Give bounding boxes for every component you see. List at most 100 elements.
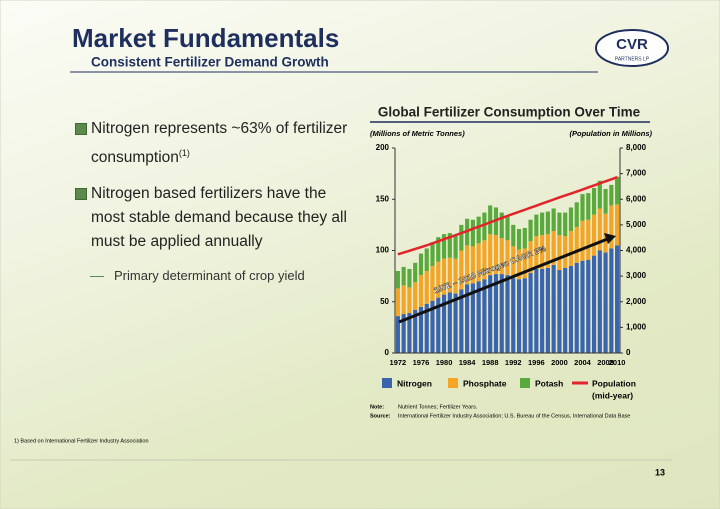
chart-title: Global Fertilizer Consumption Over Time — [378, 105, 641, 120]
bar — [551, 208, 556, 232]
bar — [586, 193, 591, 220]
bar — [603, 213, 608, 253]
y2-tick-label: 4,000 — [626, 246, 647, 255]
legend-label: Phosphate — [463, 378, 507, 388]
bar — [459, 289, 464, 353]
legend-swatch — [448, 378, 458, 388]
legend-label: Nitrogen — [397, 378, 432, 388]
bar — [505, 275, 510, 353]
bar — [441, 258, 447, 295]
bar — [557, 235, 562, 270]
bar — [430, 242, 435, 266]
bar — [574, 202, 579, 227]
x-tick-label: 1972 — [390, 358, 407, 367]
bar — [436, 261, 441, 298]
bar — [609, 184, 614, 206]
bar — [470, 246, 475, 284]
bar — [568, 207, 574, 232]
y2-tick-label: 1,000 — [626, 322, 647, 331]
bar — [430, 300, 435, 353]
bar — [516, 228, 522, 250]
bar — [401, 266, 406, 286]
bar — [597, 180, 602, 209]
bar — [418, 275, 424, 307]
bar — [615, 204, 620, 246]
bar — [482, 279, 487, 353]
bar — [580, 260, 585, 353]
bar — [395, 316, 400, 353]
bar — [563, 267, 568, 353]
y-tick-label: 100 — [376, 246, 390, 255]
legend-note: (mid-year) — [592, 390, 633, 400]
bar — [488, 234, 493, 276]
logo-name: CVR — [616, 36, 648, 53]
sub-bullet: Primary determinant of crop yield — [90, 268, 305, 283]
bar — [516, 279, 522, 353]
bar — [436, 297, 441, 353]
bar — [407, 287, 412, 314]
bar — [540, 268, 545, 353]
bar — [447, 292, 452, 353]
bar — [488, 275, 493, 353]
bar — [453, 258, 458, 294]
y2-tick-label: 6,000 — [626, 194, 647, 203]
bar — [568, 231, 574, 266]
bar — [545, 267, 550, 353]
x-tick-label: 2004 — [574, 358, 592, 367]
note-label: Note: — [370, 404, 384, 410]
bar — [580, 220, 585, 261]
x-tick-label: 2000 — [551, 358, 568, 367]
bar — [580, 194, 585, 221]
x-tick-label: 1984 — [459, 358, 477, 367]
y-tick-label: 50 — [380, 297, 389, 306]
bar — [499, 238, 504, 275]
bar — [493, 235, 499, 275]
bar — [528, 219, 533, 242]
bullet: Nitrogen represents ~63% of fertilizer c… — [75, 117, 361, 170]
bar — [430, 265, 435, 301]
cagr-arrow — [398, 236, 611, 324]
bar — [528, 241, 533, 274]
legend-swatch — [520, 378, 530, 388]
y2-tick-label: 3,000 — [626, 271, 647, 280]
bar — [591, 187, 597, 215]
x-tick-label: 1988 — [482, 358, 499, 367]
bar — [516, 249, 522, 280]
bar — [505, 240, 510, 276]
bar — [534, 236, 539, 269]
bar — [597, 250, 602, 353]
bar — [424, 248, 429, 271]
bar — [603, 252, 608, 353]
bar — [476, 243, 481, 282]
bar — [563, 236, 568, 268]
bar — [609, 248, 614, 353]
bullet-sup: (1) — [178, 148, 190, 158]
bar — [568, 265, 574, 353]
y2-axis-label: (Population in Millions) — [570, 129, 653, 138]
bar — [511, 224, 516, 247]
bar — [534, 214, 539, 237]
note-text: Nutrient Tonnes; Fertilizer Years. — [398, 404, 478, 410]
bar — [591, 214, 597, 256]
x-tick-label: 1976 — [413, 358, 430, 367]
bar — [615, 176, 620, 205]
bar — [591, 255, 597, 353]
bar — [574, 262, 579, 353]
bullet-text: Nitrogen represents ~63% of fertilizer c… — [91, 120, 348, 167]
bar — [522, 227, 527, 249]
bar — [603, 189, 608, 214]
bar — [413, 309, 418, 353]
slide-subtitle: Consistent Fertilizer Demand Growth — [91, 55, 329, 70]
x-tick-label: 2010 — [609, 358, 626, 367]
bar — [488, 205, 493, 235]
y2-tick-label: 8,000 — [626, 143, 647, 152]
bar — [441, 234, 447, 259]
bar — [459, 224, 464, 251]
y2-tick-label: 2,000 — [626, 297, 647, 306]
bar — [615, 245, 620, 353]
page-number: 13 — [655, 467, 665, 477]
bar — [401, 285, 406, 315]
bar — [528, 273, 533, 353]
bar — [418, 306, 424, 353]
